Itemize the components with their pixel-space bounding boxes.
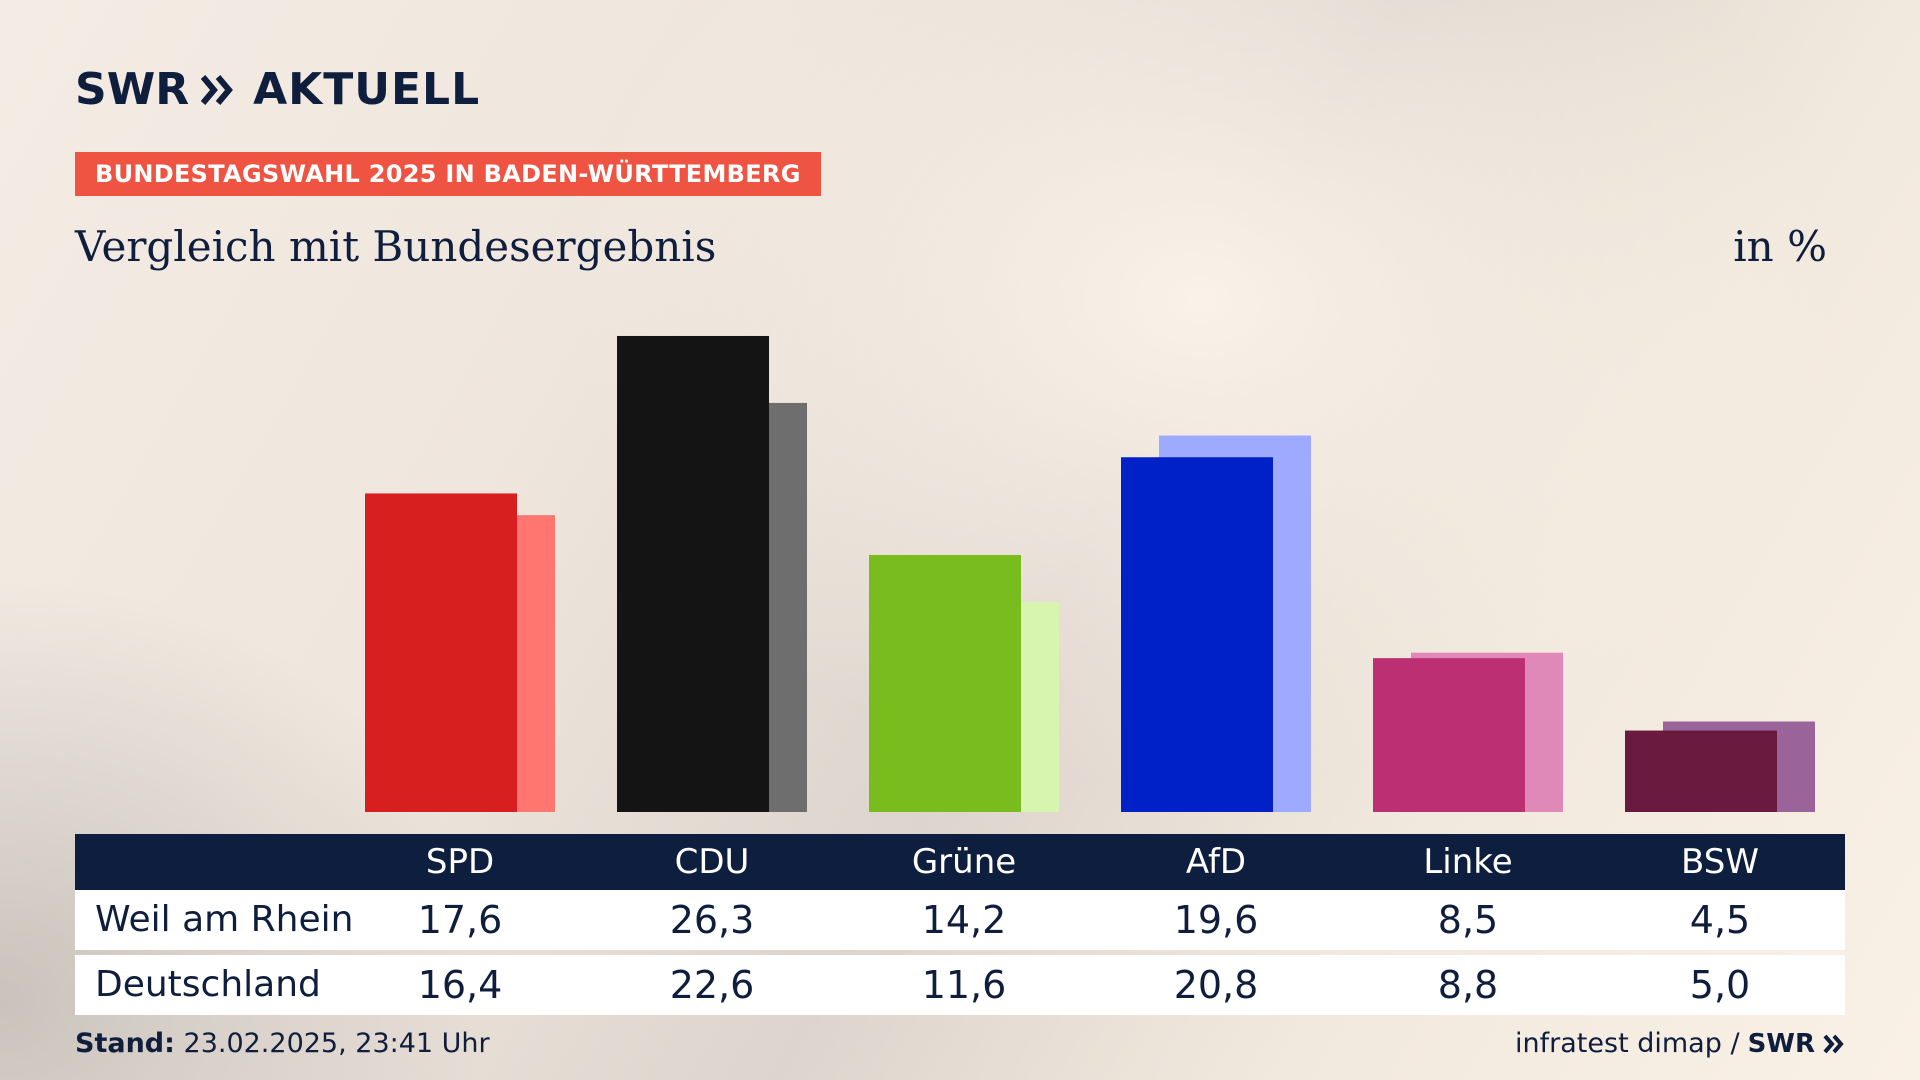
column-header-linke: Linke <box>1423 842 1513 882</box>
bar-weil-am-rhein-cdu <box>617 335 769 812</box>
table-header-row: SPD CDU Grüne AfD Linke BSW <box>75 834 1845 890</box>
bar-deutschland-gruene <box>907 602 1059 812</box>
column-header-gruene: Grüne <box>911 842 1017 882</box>
stand-value: 23.02.2025, 23:41 Uhr <box>183 1028 490 1059</box>
results-table: SPD CDU Grüne AfD Linke BSW Weil am Rhei… <box>75 834 1845 1015</box>
logo-aktuell-text: AKTUELL <box>253 64 481 115</box>
bar-deutschland-cdu <box>655 402 807 812</box>
column-header-bsw: BSW <box>1681 842 1759 882</box>
source-text: infratest dimap / <box>1515 1028 1740 1059</box>
bar-deutschland-bsw <box>1663 721 1815 812</box>
table-cell: 5,0 <box>1689 963 1751 1007</box>
column-header-afd: AfD <box>1185 842 1247 882</box>
source-credit: infratest dimap / SWR <box>1515 1028 1845 1059</box>
double-chevron-icon <box>201 74 234 105</box>
bar-weil-am-rhein-spd <box>365 493 517 812</box>
bar-weil-am-rhein-gruene <box>869 554 1021 812</box>
table-cell: 22,6 <box>669 963 755 1007</box>
row-label: Weil am Rhein <box>95 899 354 940</box>
table-row: Deutschland 16,4 22,6 11,6 20,8 8,8 5,0 <box>75 955 1845 1015</box>
table-cell: 16,4 <box>417 963 503 1007</box>
bar-deutschland-linke <box>1411 652 1563 812</box>
bar-deutschland-afd <box>1159 435 1311 812</box>
table-cell: 8,8 <box>1437 963 1499 1007</box>
table-cell: 11,6 <box>921 963 1007 1007</box>
swr-aktuell-logo: SWR AKTUELL <box>75 64 480 115</box>
unit-label: in % <box>1733 222 1827 271</box>
chart-subtitle: Vergleich mit Bundesergebnis <box>75 222 717 271</box>
stand-label: Stand: <box>75 1028 175 1059</box>
timestamp: Stand: 23.02.2025, 23:41 Uhr <box>75 1028 490 1059</box>
bar-weil-am-rhein-linke <box>1373 658 1525 812</box>
table-cell: 19,6 <box>1173 898 1259 942</box>
column-header-cdu: CDU <box>674 842 750 882</box>
bar-weil-am-rhein-bsw <box>1625 730 1777 812</box>
footer-chevron-icon <box>1823 1034 1844 1053</box>
logo-swr-text: SWR <box>75 64 190 115</box>
table-cell: 17,6 <box>417 898 503 942</box>
election-tag: BUNDESTAGSWAHL 2025 IN BADEN-WÜRTTEMBERG <box>75 152 821 196</box>
bar-weil-am-rhein-afd <box>1121 457 1273 812</box>
table-cell: 8,5 <box>1437 898 1499 942</box>
table-cell: 4,5 <box>1689 898 1751 942</box>
row-label: Deutschland <box>95 964 321 1005</box>
table-cell: 20,8 <box>1173 963 1259 1007</box>
table-cell: 14,2 <box>921 898 1007 942</box>
column-header-spd: SPD <box>425 842 495 882</box>
footer-swr-logo: SWR <box>1747 1028 1815 1059</box>
bar-deutschland-spd <box>403 515 555 812</box>
table-cell: 26,3 <box>669 898 755 942</box>
table-row: Weil am Rhein 17,6 26,3 14,2 19,6 8,5 4,… <box>75 890 1845 950</box>
